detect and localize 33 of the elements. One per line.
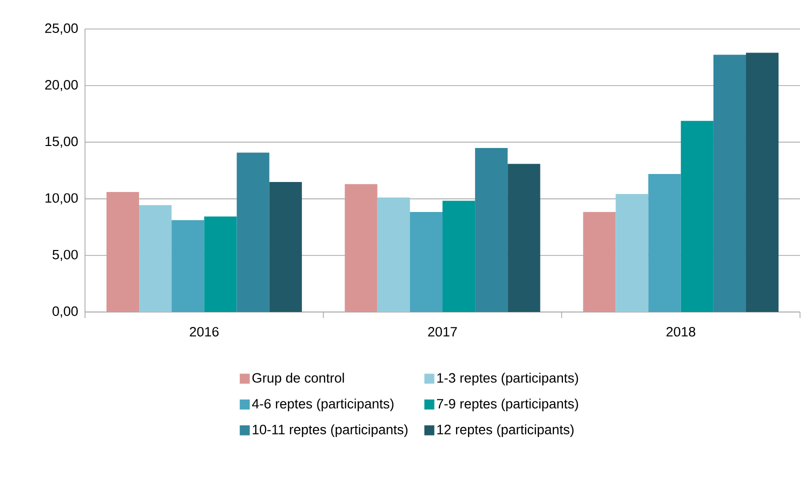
x-tick-label: 2017 xyxy=(428,326,457,337)
y-tick-label: 15,00 xyxy=(46,136,78,148)
legend-label: 1-3 reptes (participants) xyxy=(437,372,578,386)
legend-label: Grup de control xyxy=(252,372,344,386)
y-tick-label: 20,00 xyxy=(45,80,78,92)
legend-label: 10-11 reptes (participants) xyxy=(252,424,408,438)
bar xyxy=(680,120,714,312)
bar xyxy=(410,212,443,312)
y-tick-label: 10,00 xyxy=(46,193,78,204)
bar xyxy=(269,182,302,312)
x-tick-label: 2018 xyxy=(666,326,696,337)
x-tick-label: 2016 xyxy=(190,326,219,337)
bar xyxy=(475,148,508,312)
bar xyxy=(713,54,746,312)
bar xyxy=(377,197,410,312)
bar xyxy=(508,164,540,312)
bar xyxy=(172,220,204,312)
bar xyxy=(583,212,616,312)
bar xyxy=(616,194,648,312)
y-tick-label: 25,00 xyxy=(45,23,78,35)
bar xyxy=(204,216,237,312)
bar xyxy=(106,192,140,312)
y-tick-label: 5,00 xyxy=(52,250,78,261)
bar xyxy=(236,152,270,312)
legend-label: 7-9 reptes (participants) xyxy=(437,398,578,412)
legend-label: 12 reptes (participants) xyxy=(437,424,574,438)
legend-label: 4-6 reptes (participants) xyxy=(252,398,394,412)
bar xyxy=(344,184,378,312)
bar xyxy=(139,205,172,312)
bar xyxy=(746,52,779,312)
y-tick-label: 0,00 xyxy=(52,306,78,318)
bar xyxy=(648,174,681,312)
bar xyxy=(442,200,476,312)
